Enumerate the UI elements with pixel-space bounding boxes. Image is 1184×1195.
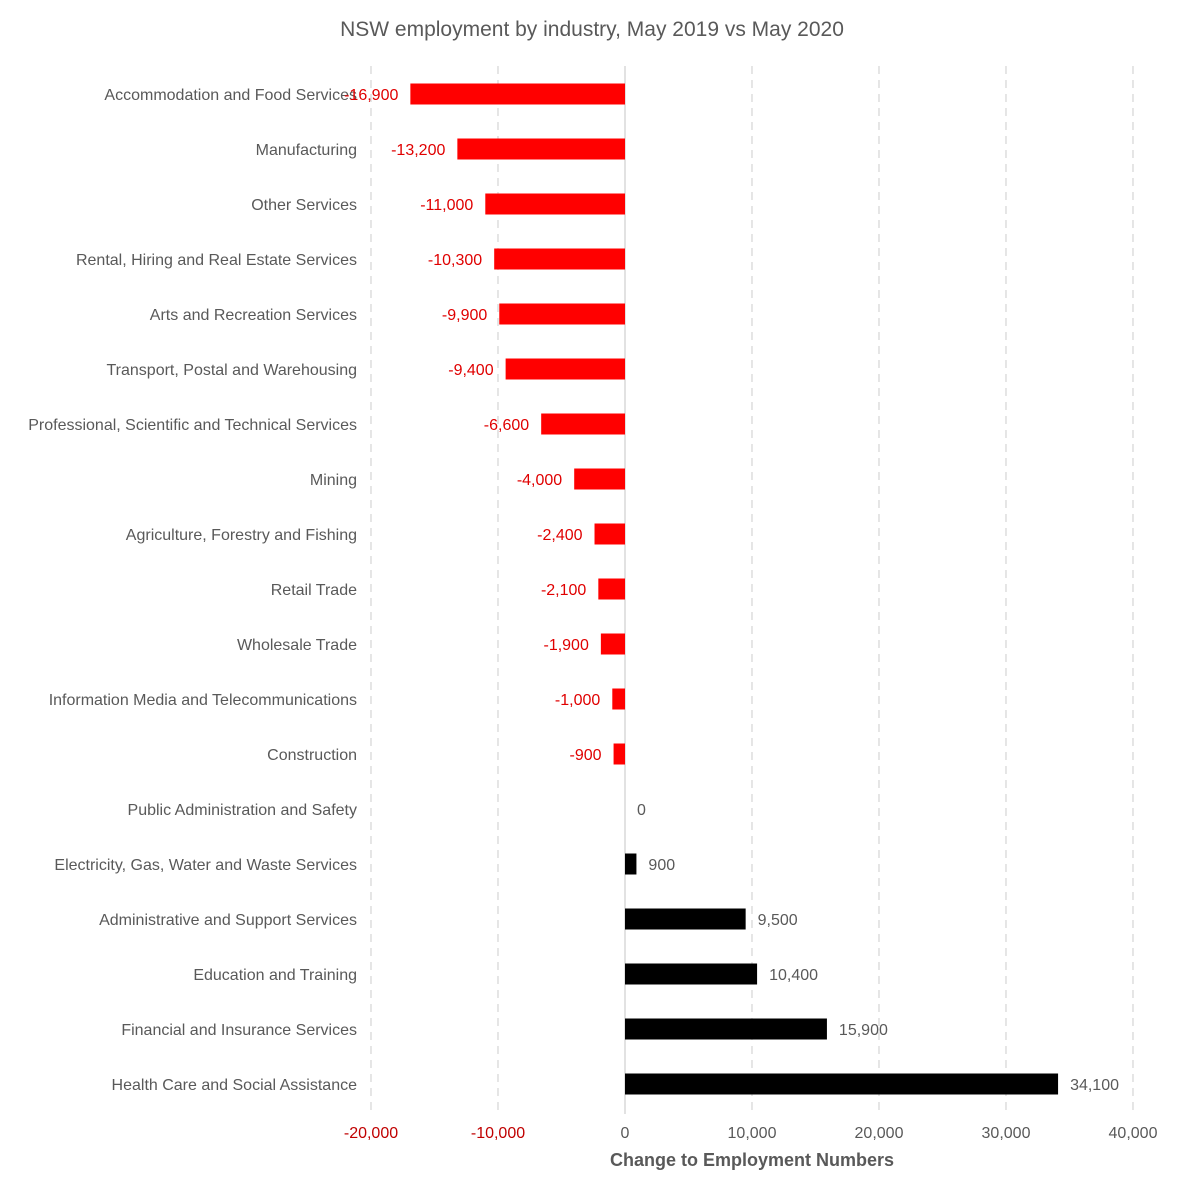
bar — [594, 523, 625, 545]
data-label: -2,100 — [541, 582, 586, 599]
chart-title: NSW employment by industry, May 2019 vs … — [340, 18, 844, 41]
data-label: -11,000 — [420, 197, 473, 214]
bar — [505, 358, 625, 380]
data-label: 10,400 — [769, 967, 818, 984]
x-tick-label: 30,000 — [982, 1125, 1031, 1142]
bar — [541, 413, 625, 435]
category-label: Information Media and Telecommunications — [49, 692, 357, 709]
bar — [625, 908, 746, 930]
x-tick-label: -10,000 — [471, 1125, 525, 1142]
x-tick-label: -20,000 — [344, 1125, 398, 1142]
data-label: 900 — [648, 857, 675, 874]
category-label: Transport, Postal and Warehousing — [107, 362, 358, 379]
data-label: 0 — [637, 802, 646, 819]
category-label: Professional, Scientific and Technical S… — [28, 417, 357, 434]
category-label: Arts and Recreation Services — [150, 307, 357, 324]
category-label: Education and Training — [193, 967, 357, 984]
bars — [410, 83, 1059, 1095]
category-label: Manufacturing — [256, 142, 357, 159]
bar — [612, 688, 625, 710]
bar — [485, 193, 625, 215]
bar — [625, 1073, 1059, 1095]
data-label: -6,600 — [484, 417, 529, 434]
data-label: 9,500 — [758, 912, 798, 929]
bar — [494, 248, 625, 270]
category-label: Public Administration and Safety — [128, 802, 357, 819]
data-label: -1,000 — [555, 692, 600, 709]
bar — [625, 963, 758, 985]
category-label: Wholesale Trade — [237, 637, 357, 654]
data-label: -4,000 — [517, 472, 562, 489]
x-tick-label: 40,000 — [1109, 1125, 1158, 1142]
category-label: Financial and Insurance Services — [121, 1022, 357, 1039]
x-tick-label: 20,000 — [855, 1125, 904, 1142]
data-label: -10,300 — [428, 252, 482, 269]
data-label: -2,400 — [537, 527, 582, 544]
gridlines — [370, 66, 1134, 1114]
x-axis-title: Change to Employment Numbers — [610, 1150, 894, 1170]
data-label: -13,200 — [391, 142, 445, 159]
bar — [600, 633, 625, 655]
bar — [625, 853, 637, 875]
x-axis-ticks: -20,000 -10,000 0 10,000 20,000 30,000 40,000 — [344, 1125, 1158, 1142]
bar — [625, 1018, 827, 1040]
category-label: Health Care and Social Assistance — [112, 1077, 358, 1094]
category-label: Other Services — [251, 197, 357, 214]
x-tick-label: 0 — [621, 1125, 630, 1142]
bar — [574, 468, 625, 490]
bar — [410, 83, 625, 105]
data-label: 15,900 — [839, 1022, 888, 1039]
category-label: Administrative and Support Services — [99, 912, 357, 929]
bar — [598, 578, 625, 600]
bar — [499, 303, 625, 325]
data-label: -1,900 — [543, 637, 588, 654]
data-label: -16,900 — [344, 87, 398, 104]
category-label: Construction — [267, 747, 357, 764]
data-label: 34,100 — [1070, 1077, 1119, 1094]
data-labels: -16,900 -13,200 -11,000 -10,300 -9,900 -9,400… — [344, 87, 1119, 1094]
data-label: -9,900 — [442, 307, 487, 324]
category-label: Mining — [310, 472, 357, 489]
category-label: Agriculture, Forestry and Fishing — [126, 527, 357, 544]
data-label: -900 — [570, 747, 602, 764]
category-label: Electricity, Gas, Water and Waste Servic… — [54, 857, 357, 874]
x-tick-label: 10,000 — [728, 1125, 777, 1142]
data-label: -9,400 — [448, 362, 493, 379]
category-label: Retail Trade — [271, 582, 357, 599]
category-labels: Accommodation and Food Services Manufactu… — [28, 87, 357, 1094]
bar — [613, 743, 625, 765]
category-label: Accommodation and Food Services — [104, 87, 357, 104]
category-label: Rental, Hiring and Real Estate Services — [76, 252, 357, 269]
bar — [457, 138, 625, 160]
